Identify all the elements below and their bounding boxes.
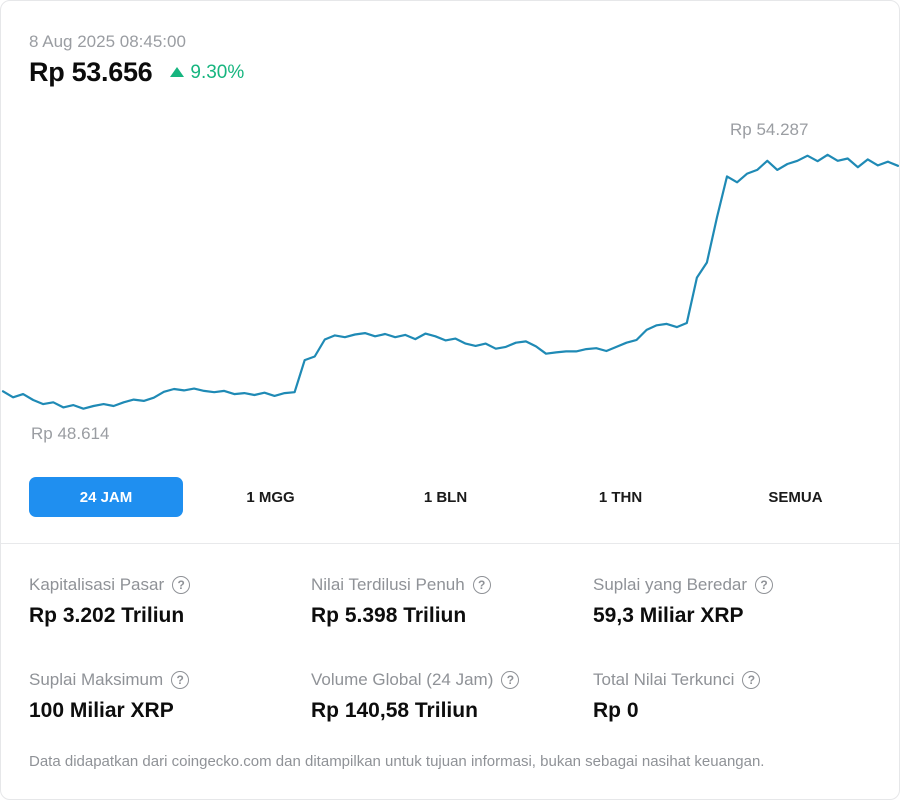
- stat-fully-diluted: Nilai Terdilusi Penuh? Rp 5.398 Triliun: [311, 573, 593, 628]
- price-change-percent: 9.30%: [190, 61, 245, 83]
- market-stats: Kapitalisasi Pasar? Rp 3.202 Triliun Nil…: [29, 573, 889, 723]
- divider: [1, 543, 899, 544]
- stat-value: Rp 140,58 Triliun: [311, 699, 478, 722]
- stat-label: Nilai Terdilusi Penuh: [311, 575, 465, 594]
- stat-max-supply: Suplai Maksimum? 100 Miliar XRP: [29, 668, 311, 723]
- stat-global-volume: Volume Global (24 Jam)? Rp 140,58 Triliu…: [311, 668, 593, 723]
- help-icon[interactable]: ?: [172, 576, 191, 594]
- help-icon[interactable]: ?: [501, 671, 520, 689]
- stat-total-value-locked: Total Nilai Terkunci? Rp 0: [593, 668, 875, 723]
- stat-label: Suplai yang Beredar: [593, 575, 748, 594]
- help-icon[interactable]: ?: [742, 671, 761, 689]
- price-chart[interactable]: [1, 101, 900, 451]
- help-icon[interactable]: ?: [171, 671, 190, 689]
- stat-value: 100 Miliar XRP: [29, 699, 174, 722]
- price-line: [1, 153, 899, 410]
- current-price: Rp 53.656: [29, 57, 153, 87]
- help-icon[interactable]: ?: [472, 576, 491, 594]
- tab-1-thn[interactable]: 1 THN: [598, 488, 643, 506]
- stat-value: Rp 0: [593, 699, 639, 722]
- stat-market-cap: Kapitalisasi Pasar? Rp 3.202 Triliun: [29, 573, 311, 628]
- stat-label: Volume Global (24 Jam): [311, 670, 494, 689]
- tab-24-jam[interactable]: 24 JAM: [29, 477, 183, 517]
- price-change-badge: 9.30%: [170, 62, 244, 84]
- stat-value: Rp 3.202 Triliun: [29, 604, 185, 627]
- tab-semua[interactable]: SEMUA: [768, 488, 823, 506]
- price-row: Rp 53.656 9.30%: [29, 57, 244, 88]
- stat-value: Rp 5.398 Triliun: [311, 604, 467, 627]
- stat-label: Suplai Maksimum: [29, 670, 164, 689]
- price-timestamp: 8 Aug 2025 08:45:00: [29, 32, 186, 51]
- stat-value: 59,3 Miliar XRP: [593, 604, 744, 627]
- chart-high-label: Rp 54.287: [730, 120, 809, 139]
- stat-label: Kapitalisasi Pasar: [29, 575, 165, 594]
- disclaimer-text: Data didapatkan dari coingecko.com dan d…: [29, 753, 765, 770]
- tab-1-bln[interactable]: 1 BLN: [423, 488, 468, 506]
- stat-label: Total Nilai Terkunci: [593, 670, 735, 689]
- stat-circulating-supply: Suplai yang Beredar? 59,3 Miliar XRP: [593, 573, 875, 628]
- range-tabs: 24 JAM 1 MGG 1 BLN 1 THN SEMUA: [29, 477, 883, 517]
- arrow-up-icon: [170, 66, 185, 77]
- help-icon[interactable]: ?: [755, 576, 774, 594]
- tab-1-mgg[interactable]: 1 MGG: [246, 488, 295, 506]
- chart-low-label: Rp 48.614: [31, 424, 110, 443]
